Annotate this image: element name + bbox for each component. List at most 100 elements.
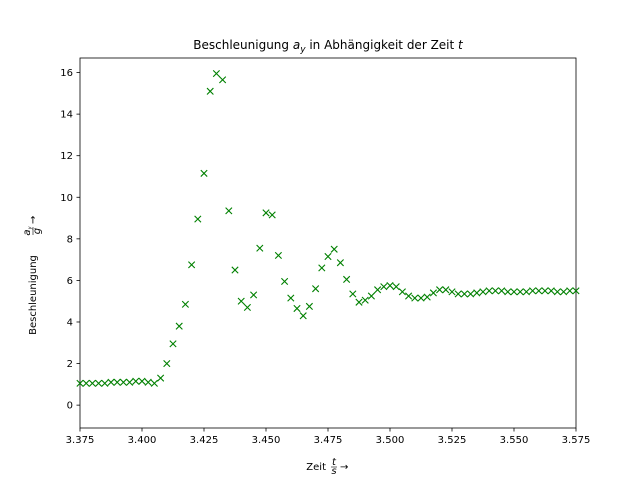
data-point [572,287,580,295]
data-point [516,288,524,296]
data-point [324,252,332,261]
x-axis-label: Zeit t s → [306,457,348,477]
data-point [281,277,289,286]
data-point [436,286,444,294]
data-point [429,289,437,297]
chart-title: Beschleunigung ay in Abhängigkeit der Ze… [193,38,464,55]
y-tick-label: 0 [67,401,73,412]
data-point [107,378,115,386]
data-point [305,302,313,310]
data-point [274,251,282,260]
y-axis-label-numerator-var: a [22,229,33,235]
data-point [101,379,109,387]
data-point [225,207,233,215]
data-point [237,297,245,305]
x-tick-label: 3.375 [66,435,95,446]
x-axis-label-arrow: → [340,462,348,473]
data-point [88,379,96,387]
data-point [566,287,574,295]
data-point [293,304,301,313]
x-tick-label: 3.425 [190,435,219,446]
chart-title-subscript: y [299,45,306,55]
data-point [243,303,251,312]
data-point [491,287,499,295]
y-tick-label: 10 [60,193,73,204]
data-point [560,288,568,296]
x-tick-label: 3.550 [500,435,529,446]
data-point [231,266,239,274]
x-tick-label: 3.475 [314,435,343,446]
data-point [163,359,171,368]
data-point [250,291,258,299]
data-point [349,290,357,298]
x-tick-label: 3.575 [562,435,591,446]
data-point [454,290,462,298]
data-point [336,259,344,267]
y-tick-label: 6 [67,276,73,287]
data-point [262,209,270,217]
y-tick-label: 2 [67,359,73,370]
data-point [467,290,475,298]
data-point [256,244,264,252]
data-point [76,379,84,387]
data-point [473,289,481,297]
data-point [485,287,493,295]
data-point [392,283,400,291]
data-point [312,285,320,293]
data-point [268,211,276,219]
data-point [330,245,338,253]
data-point [144,378,152,386]
data-point [535,287,543,295]
chart-title-suffix: in Abhängigkeit der Zeit [306,38,459,52]
data-point [113,378,121,386]
x-axis-ticks: 3.375 3.400 3.425 3.450 3.475 3.500 3.525 3.550… [66,428,591,446]
data-point [386,282,394,290]
data-point [150,379,158,387]
data-point [206,87,214,95]
y-axis-label-numerator: ay [22,225,34,235]
y-tick-label: 16 [60,68,73,79]
data-point [181,300,189,308]
data-point [547,287,555,295]
data-point [367,292,375,300]
data-point [95,379,103,387]
x-axis-label-prefix: Zeit [306,462,326,473]
x-axis-label-numerator: t [332,457,337,468]
data-point [522,288,530,296]
data-point [299,312,307,320]
data-point [318,264,326,272]
data-point [200,169,208,177]
data-point [553,288,561,296]
data-point [343,275,351,283]
y-axis-label-prefix: Beschleunigung [28,255,39,335]
data-point [411,294,419,302]
y-tick-label: 12 [60,151,73,162]
data-point [361,296,369,304]
y-axis-label-numerator-sub: y [28,225,34,230]
data-point [82,379,90,387]
y-tick-label: 8 [67,234,73,245]
data-point [188,261,196,269]
plot-frame [79,57,577,429]
y-tick-label: 4 [67,317,73,328]
data-point [157,374,165,382]
data-points [76,70,580,387]
data-point [126,378,134,386]
data-point [479,288,487,296]
data-point [287,294,295,302]
data-point [405,292,413,300]
data-point [138,377,146,385]
data-point [504,288,512,296]
data-point [417,294,425,302]
data-point [448,288,456,296]
y-tick-label: 14 [60,110,73,121]
data-point [442,286,450,294]
y-axis-label-arrow: → [28,216,39,224]
data-point [398,288,406,296]
data-point [169,340,177,348]
chart-title-prefix: Beschleunigung [193,38,293,52]
data-point [132,377,140,385]
data-point [380,283,388,291]
data-point [355,298,363,306]
